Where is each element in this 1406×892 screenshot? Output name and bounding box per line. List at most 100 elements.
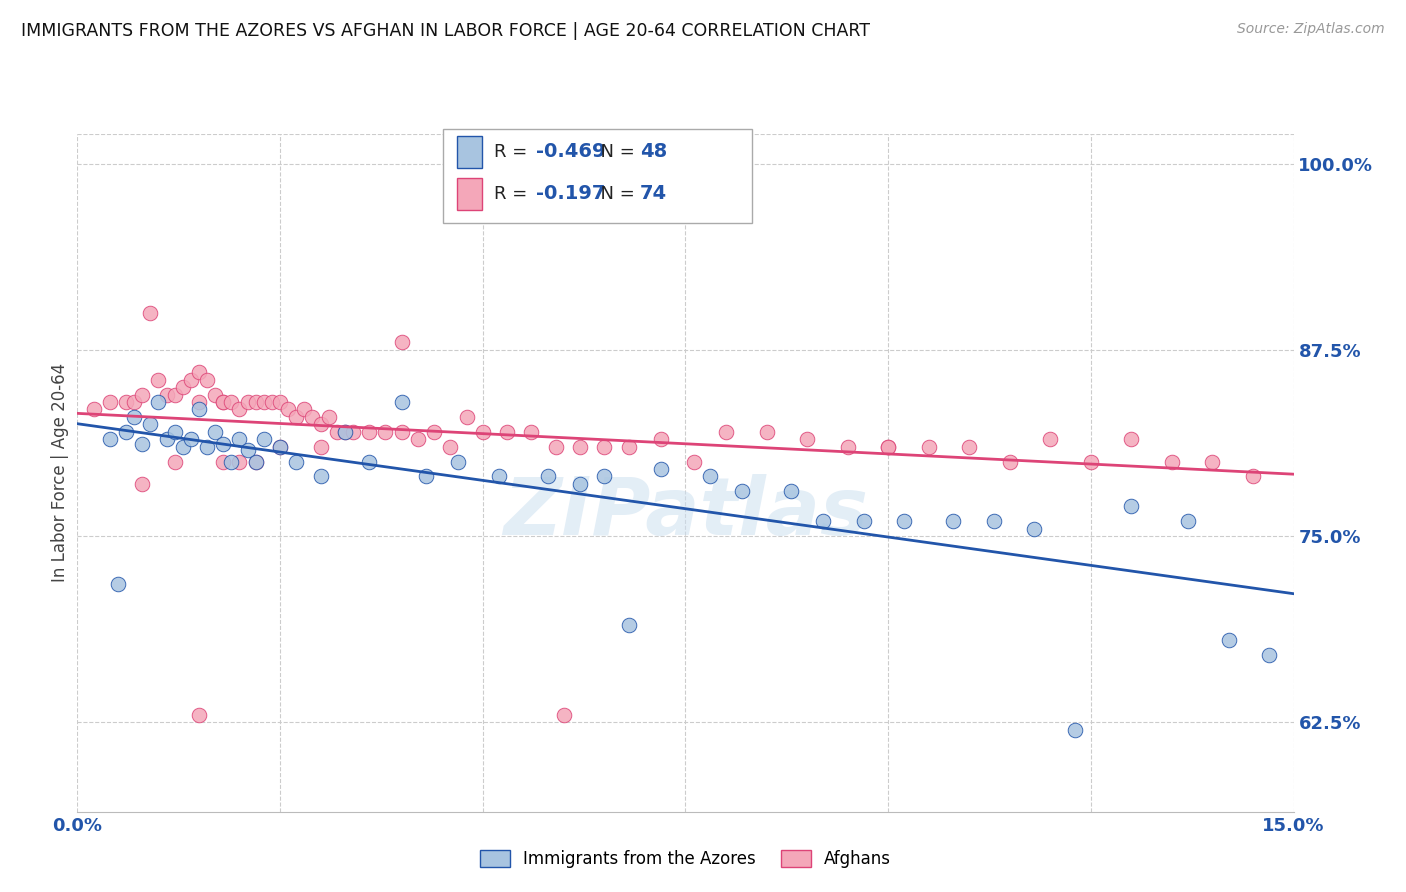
Point <box>107 576 129 591</box>
Point <box>122 395 145 409</box>
Point <box>983 514 1005 528</box>
Point <box>553 707 575 722</box>
Point <box>277 402 299 417</box>
Point <box>593 440 616 454</box>
Point <box>245 395 267 409</box>
Point <box>1022 522 1045 536</box>
Point <box>488 469 510 483</box>
Point <box>253 395 276 409</box>
Point <box>813 514 835 528</box>
Point <box>544 440 567 454</box>
Point <box>309 440 332 454</box>
Point <box>447 454 470 468</box>
Point <box>245 454 267 468</box>
Point <box>228 454 250 468</box>
Point <box>1177 514 1199 528</box>
Point <box>228 402 250 417</box>
Point <box>326 425 349 439</box>
Point <box>918 440 941 454</box>
Point <box>852 514 875 528</box>
Point <box>617 618 640 632</box>
Point <box>391 335 413 350</box>
Point <box>359 425 381 439</box>
Point <box>122 409 145 424</box>
Point <box>155 387 177 401</box>
Point <box>333 425 356 439</box>
Point <box>957 440 980 454</box>
Point <box>309 469 332 483</box>
Point <box>342 425 364 439</box>
Text: R =: R = <box>494 143 533 161</box>
Point <box>188 402 211 417</box>
Point <box>1218 633 1240 648</box>
Point <box>569 440 592 454</box>
Point <box>115 395 138 409</box>
Point <box>180 432 202 446</box>
Point <box>163 454 186 468</box>
Point <box>212 436 235 450</box>
Text: -0.469: -0.469 <box>536 142 605 161</box>
Y-axis label: In Labor Force | Age 20-64: In Labor Force | Age 20-64 <box>51 363 69 582</box>
Point <box>520 425 543 439</box>
Point <box>131 387 153 401</box>
Point <box>536 469 558 483</box>
Point <box>195 373 218 387</box>
Point <box>301 409 323 424</box>
Point <box>212 454 235 468</box>
Point <box>779 484 801 499</box>
Text: N =: N = <box>589 143 641 161</box>
Point <box>285 454 308 468</box>
Point <box>204 425 226 439</box>
Point <box>569 477 592 491</box>
Point <box>260 395 283 409</box>
Point <box>269 395 291 409</box>
Point <box>1241 469 1264 483</box>
Point <box>877 440 900 454</box>
Point <box>471 425 494 439</box>
Point <box>650 462 672 476</box>
Point <box>221 454 243 468</box>
Point <box>172 440 194 454</box>
Point <box>617 440 640 454</box>
Point <box>1121 500 1143 514</box>
Point <box>188 365 211 379</box>
Point <box>212 395 235 409</box>
Point <box>83 402 105 417</box>
Point <box>180 373 202 387</box>
Point <box>212 395 235 409</box>
Point <box>1161 454 1184 468</box>
Point <box>682 454 704 468</box>
Point <box>731 484 754 499</box>
Legend: Immigrants from the Azores, Afghans: Immigrants from the Azores, Afghans <box>479 849 891 868</box>
Point <box>359 454 381 468</box>
Point <box>755 425 778 439</box>
Point <box>309 417 332 432</box>
Point <box>139 417 162 432</box>
Point <box>650 432 672 446</box>
Point <box>139 305 162 319</box>
Point <box>163 425 186 439</box>
Text: 48: 48 <box>640 142 666 161</box>
Text: 74: 74 <box>640 184 666 203</box>
Text: R =: R = <box>494 185 533 202</box>
Point <box>877 440 900 454</box>
Point <box>998 454 1021 468</box>
Point <box>1039 432 1062 446</box>
Point <box>1121 432 1143 446</box>
Point <box>1063 723 1085 737</box>
Point <box>318 409 340 424</box>
Point <box>593 469 616 483</box>
Point <box>188 395 211 409</box>
Point <box>253 432 276 446</box>
Point <box>172 380 194 394</box>
Point <box>163 387 186 401</box>
Point <box>699 469 721 483</box>
Point <box>98 395 121 409</box>
Point <box>204 387 226 401</box>
Point <box>236 442 259 457</box>
Point <box>456 409 478 424</box>
Text: N =: N = <box>589 185 641 202</box>
Point <box>942 514 965 528</box>
Point <box>236 395 259 409</box>
Point <box>221 395 243 409</box>
